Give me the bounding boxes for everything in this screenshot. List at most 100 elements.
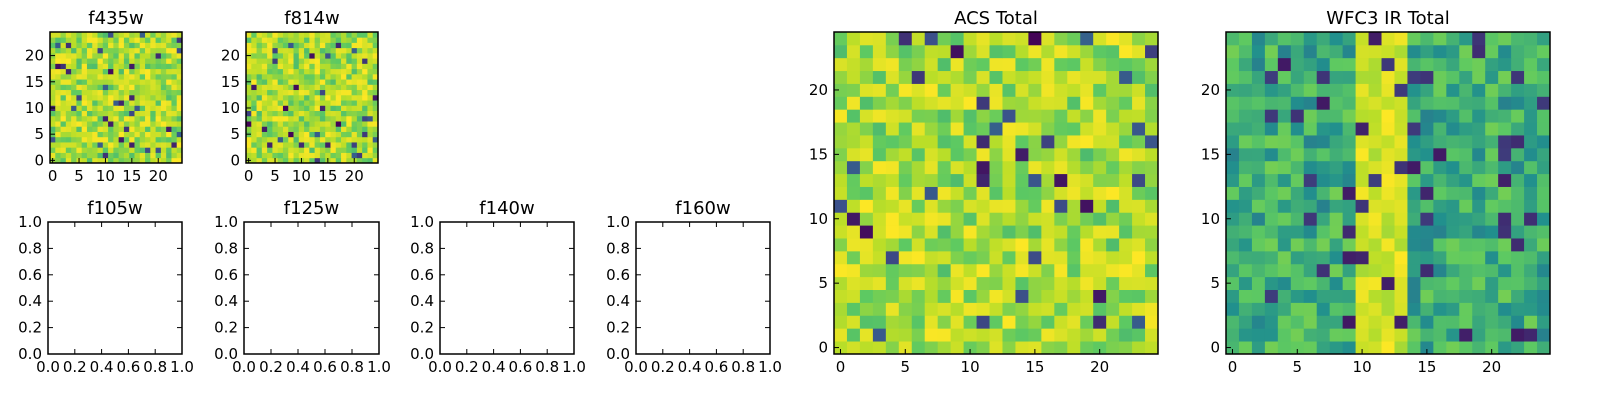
heatmap-cell	[1093, 328, 1107, 342]
heatmap-cell	[1264, 186, 1279, 200]
heatmap-cell	[1342, 289, 1356, 303]
heatmap-cell	[937, 44, 952, 59]
heatmap-cell	[351, 94, 358, 101]
heatmap-cell	[872, 212, 887, 226]
heatmap-cell	[911, 122, 926, 136]
heatmap-cell	[166, 58, 172, 64]
heatmap-cell	[108, 68, 114, 75]
heatmap-cell	[325, 152, 331, 159]
heatmap-cell	[356, 115, 363, 122]
heatmap-cell	[872, 199, 887, 213]
heatmap-cell	[872, 263, 887, 278]
heatmap-cell	[1524, 199, 1538, 213]
heatmap-cell	[356, 79, 363, 85]
heatmap-cell	[1067, 147, 1081, 162]
heatmap-cell	[298, 126, 305, 132]
heatmap-cell	[129, 115, 135, 122]
heatmap-cell	[950, 341, 964, 355]
heatmap-cell	[293, 89, 300, 96]
heatmap-cell	[1407, 341, 1421, 355]
heatmap-cell	[129, 32, 135, 38]
heatmap-cell	[1028, 212, 1042, 226]
heatmap-cell	[859, 238, 874, 252]
heatmap-cell	[989, 57, 1003, 72]
heatmap-cell	[372, 100, 379, 106]
heatmap-cell	[1498, 96, 1512, 110]
heatmap-cell	[1277, 212, 1292, 226]
heatmap-cell	[92, 100, 98, 106]
heatmap-cell	[171, 79, 178, 85]
heatmap-cell	[1368, 147, 1382, 162]
heatmap-cell	[1368, 32, 1382, 46]
panel-title-f160w: f160w	[675, 198, 730, 219]
heatmap-cell	[134, 126, 141, 132]
heatmap-cell	[261, 32, 268, 38]
heatmap-cell	[102, 68, 109, 75]
heatmap-cell	[261, 121, 268, 127]
heatmap-cell	[1145, 199, 1159, 213]
heatmap-cell	[859, 225, 874, 239]
heatmap-cell	[76, 37, 83, 43]
heatmap-cell	[1080, 83, 1094, 97]
heatmap-cell	[1342, 96, 1356, 110]
heatmap-cell	[989, 212, 1003, 226]
heatmap-cell	[1119, 70, 1133, 84]
heatmap-cell	[1368, 225, 1382, 239]
heatmap-cell	[293, 52, 300, 59]
heatmap-cell	[963, 302, 977, 316]
heatmap-cell	[304, 42, 310, 49]
heatmap-cell	[277, 105, 284, 111]
heatmap-cell	[118, 89, 125, 96]
heatmap-cell	[71, 89, 77, 96]
heatmap-cell	[86, 115, 93, 122]
heatmap-cell	[341, 32, 347, 38]
heatmap-cell	[251, 42, 257, 49]
heatmap-cell	[1355, 341, 1369, 355]
heatmap-cell	[1511, 57, 1525, 72]
heatmap-cell	[118, 136, 125, 143]
heatmap-cell	[113, 79, 120, 85]
heatmap-cell	[1537, 186, 1551, 200]
heatmap-cell	[963, 70, 977, 84]
heatmap-cell	[372, 115, 379, 122]
heatmap-cell	[1093, 315, 1107, 329]
heatmap-cell	[129, 37, 135, 43]
heatmap-cell	[1290, 186, 1305, 200]
heatmap-cell	[1093, 57, 1107, 72]
heatmap-cell	[1093, 122, 1107, 136]
heatmap-cell	[950, 199, 964, 213]
heatmap-cell	[1054, 186, 1068, 200]
x-tick-label: 15	[122, 167, 141, 185]
heatmap-cell	[1407, 44, 1421, 59]
heatmap-cell	[1329, 70, 1344, 84]
heatmap-cell	[1119, 135, 1133, 149]
heatmap-cell	[885, 173, 900, 187]
heatmap-cell	[1446, 83, 1460, 97]
heatmap-cell	[1316, 160, 1331, 175]
heatmap-cell	[989, 238, 1003, 252]
heatmap-cell	[86, 32, 93, 38]
heatmap-cell	[963, 225, 977, 239]
panel-title-f140w: f140w	[479, 198, 534, 219]
heatmap-cell	[118, 142, 125, 148]
heatmap-cell	[123, 121, 130, 127]
heatmap-cell	[1355, 160, 1369, 175]
heatmap-cell	[1446, 173, 1460, 187]
heatmap-cell	[134, 110, 141, 117]
heatmap-cell	[1251, 225, 1266, 239]
heatmap-cell	[1381, 32, 1395, 46]
heatmap-cell	[859, 135, 874, 149]
heatmap-cell	[86, 58, 93, 64]
heatmap-cell	[1316, 109, 1331, 123]
heatmap-cell	[885, 57, 900, 72]
heatmap-cell	[1368, 44, 1382, 59]
heatmap-cell	[1277, 341, 1292, 355]
heatmap-cell	[1511, 96, 1525, 110]
heatmap-cell	[1277, 32, 1292, 46]
heatmap-cell	[304, 89, 310, 96]
heatmap-cell	[97, 89, 104, 96]
heatmap-cell	[1041, 135, 1055, 149]
y-tick-label: 0.8	[606, 239, 630, 257]
heatmap-cell	[1420, 135, 1434, 149]
heatmap-cell	[272, 136, 279, 143]
